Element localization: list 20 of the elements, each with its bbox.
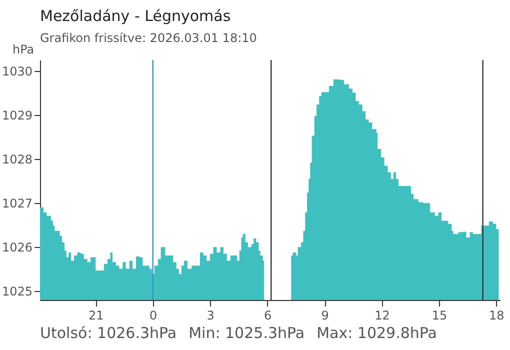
text: Max: 1029.8hPa <box>316 324 437 342</box>
y-tick-label: 1028 <box>2 152 32 167</box>
y-tick-label: 1026 <box>2 240 32 255</box>
chart-title: Mezőladány - Légnyomás <box>40 6 232 26</box>
x-tick-label: 15 <box>432 308 448 322</box>
y-tick-label: 1025 <box>2 284 32 299</box>
y-axis-title: hPa <box>12 42 34 56</box>
text: Utolsó: 1026.3hPa <box>40 324 177 342</box>
x-tick-label: 12 <box>374 308 390 322</box>
y-tick-label: 1030 <box>2 64 32 79</box>
x-tick-label: 21 <box>88 308 104 322</box>
y-tick-label: 1027 <box>2 196 32 211</box>
x-tick-label: 0 <box>150 308 158 322</box>
chart-subtitle: Grafikon frissítve: 2026.03.01 18:10 <box>40 30 257 47</box>
text: Min: 1025.3hPa <box>188 324 305 342</box>
x-tick-label: 6 <box>264 308 272 322</box>
y-tick-label: 1029 <box>2 108 32 123</box>
x-tick-label: 3 <box>206 308 214 322</box>
x-tick-label: 9 <box>321 308 329 322</box>
x-tick-label: 18 <box>489 308 504 322</box>
